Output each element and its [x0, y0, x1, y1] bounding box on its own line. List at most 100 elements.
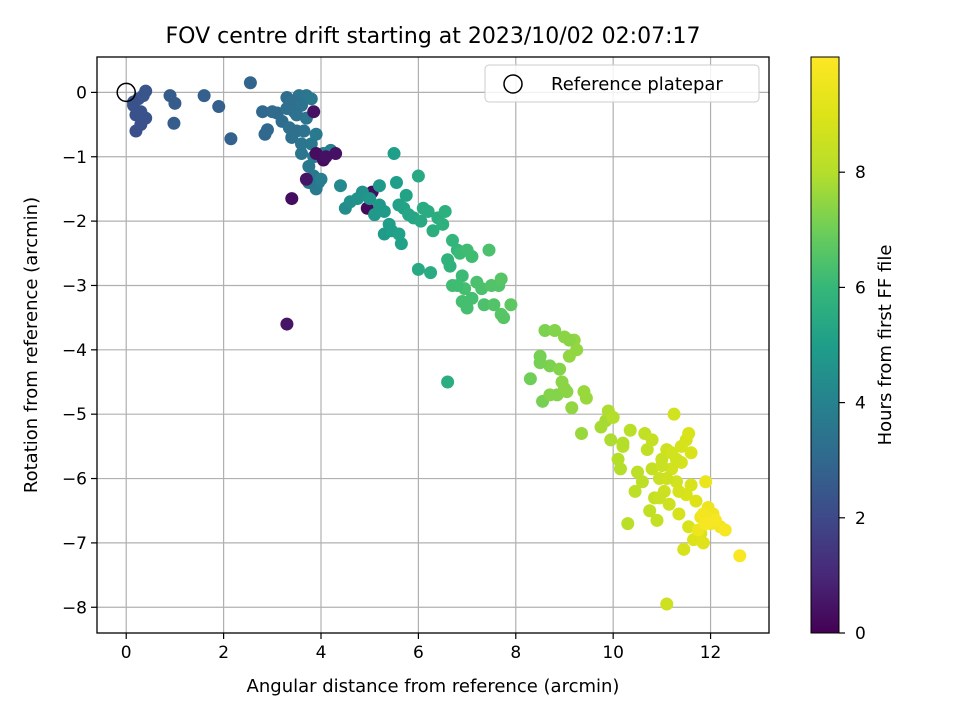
- data-point: [372, 198, 386, 212]
- plot-frame: [96, 56, 770, 634]
- data-point: [677, 542, 691, 556]
- data-point: [662, 497, 676, 511]
- colorbar-label: Hours from first FF file: [875, 245, 896, 446]
- data-point: [441, 375, 455, 389]
- legend: Reference platepar: [484, 64, 760, 103]
- data-point: [699, 475, 713, 489]
- data-point: [606, 410, 620, 424]
- y-tick-label: −6: [62, 470, 87, 490]
- data-point: [718, 523, 732, 537]
- data-point: [487, 298, 501, 312]
- x-tick-label: 8: [510, 643, 521, 663]
- data-point: [436, 217, 450, 231]
- y-tick-label: 0: [76, 83, 87, 103]
- colorbar-tick-label: 4: [855, 394, 866, 414]
- data-point: [645, 433, 659, 447]
- data-point: [623, 423, 637, 437]
- data-point: [672, 484, 686, 498]
- data-point: [445, 233, 459, 247]
- data-point: [494, 307, 508, 321]
- data-point: [438, 204, 452, 218]
- data-point: [470, 275, 484, 289]
- data-point: [392, 227, 406, 241]
- y-tick-label: −2: [62, 212, 87, 232]
- x-tick-label: 6: [413, 643, 424, 663]
- data-point: [421, 204, 435, 218]
- data-point: [414, 214, 428, 228]
- data-point: [548, 324, 562, 338]
- data-point: [640, 443, 654, 457]
- data-point: [635, 475, 649, 489]
- data-point: [557, 381, 571, 395]
- data-point: [127, 95, 141, 109]
- data-point: [285, 192, 299, 206]
- y-axis-ticks: 0 −1 −2 −3 −4 −5 −6 −7 −8: [62, 83, 97, 618]
- data-point: [652, 491, 666, 505]
- legend-label: Reference platepar: [551, 74, 723, 95]
- data-point: [304, 137, 318, 151]
- data-point: [650, 513, 664, 527]
- data-point: [387, 147, 401, 161]
- y-tick-label: −5: [62, 405, 87, 425]
- data-point: [411, 262, 425, 276]
- data-points: [127, 76, 747, 611]
- data-point: [643, 504, 657, 518]
- data-point: [465, 250, 479, 264]
- data-point: [465, 291, 479, 305]
- colorbar-gradient: [810, 56, 840, 634]
- data-point: [389, 175, 403, 189]
- data-point: [621, 517, 635, 531]
- grid-lines: [97, 57, 769, 633]
- data-point: [628, 484, 642, 498]
- y-axis-label: Rotation from reference (arcmin): [21, 197, 42, 493]
- data-point: [399, 188, 413, 202]
- data-point: [197, 89, 211, 103]
- data-point: [443, 259, 457, 273]
- data-point: [672, 507, 686, 521]
- data-point: [299, 172, 313, 186]
- colorbar-tick-label: 8: [855, 163, 866, 183]
- data-point: [733, 549, 747, 563]
- reference-marker: [116, 82, 136, 103]
- legend-marker-icon: [503, 74, 523, 94]
- data-point: [297, 124, 311, 138]
- data-point: [295, 147, 309, 161]
- data-point: [684, 446, 698, 460]
- data-point: [314, 172, 328, 186]
- data-point: [455, 269, 469, 283]
- y-tick-label: −8: [62, 598, 87, 618]
- data-point: [333, 179, 347, 193]
- data-point: [565, 401, 579, 415]
- data-point: [139, 111, 153, 125]
- legend-box: [484, 64, 760, 103]
- colorbar-tick-label: 2: [855, 509, 866, 529]
- data-point: [660, 597, 674, 611]
- data-point: [494, 272, 508, 286]
- data-point: [575, 426, 589, 440]
- data-point: [212, 100, 226, 114]
- colorbar: 0 2 4 6 8 Hours from first FF file: [810, 56, 896, 644]
- data-point: [538, 324, 552, 338]
- data-point: [667, 407, 681, 421]
- data-point: [689, 494, 703, 508]
- data-point: [319, 150, 333, 164]
- data-point: [295, 98, 309, 112]
- data-point: [655, 459, 669, 473]
- data-point: [708, 513, 722, 527]
- data-point: [460, 301, 474, 315]
- colorbar-tick-label: 6: [855, 278, 866, 298]
- data-point: [243, 76, 257, 90]
- x-tick-label: 4: [316, 643, 327, 663]
- data-point: [256, 105, 270, 119]
- x-axis-ticks: 0 2 4 6 8 10 12: [121, 633, 721, 663]
- data-point: [424, 266, 438, 280]
- data-point: [613, 462, 627, 476]
- chart-title: FOV centre drift starting at 2023/10/02 …: [166, 24, 701, 49]
- data-point: [295, 137, 309, 151]
- data-point: [523, 372, 537, 386]
- data-point: [682, 426, 696, 440]
- data-point: [669, 452, 683, 466]
- data-point: [504, 298, 518, 312]
- data-point: [363, 192, 377, 206]
